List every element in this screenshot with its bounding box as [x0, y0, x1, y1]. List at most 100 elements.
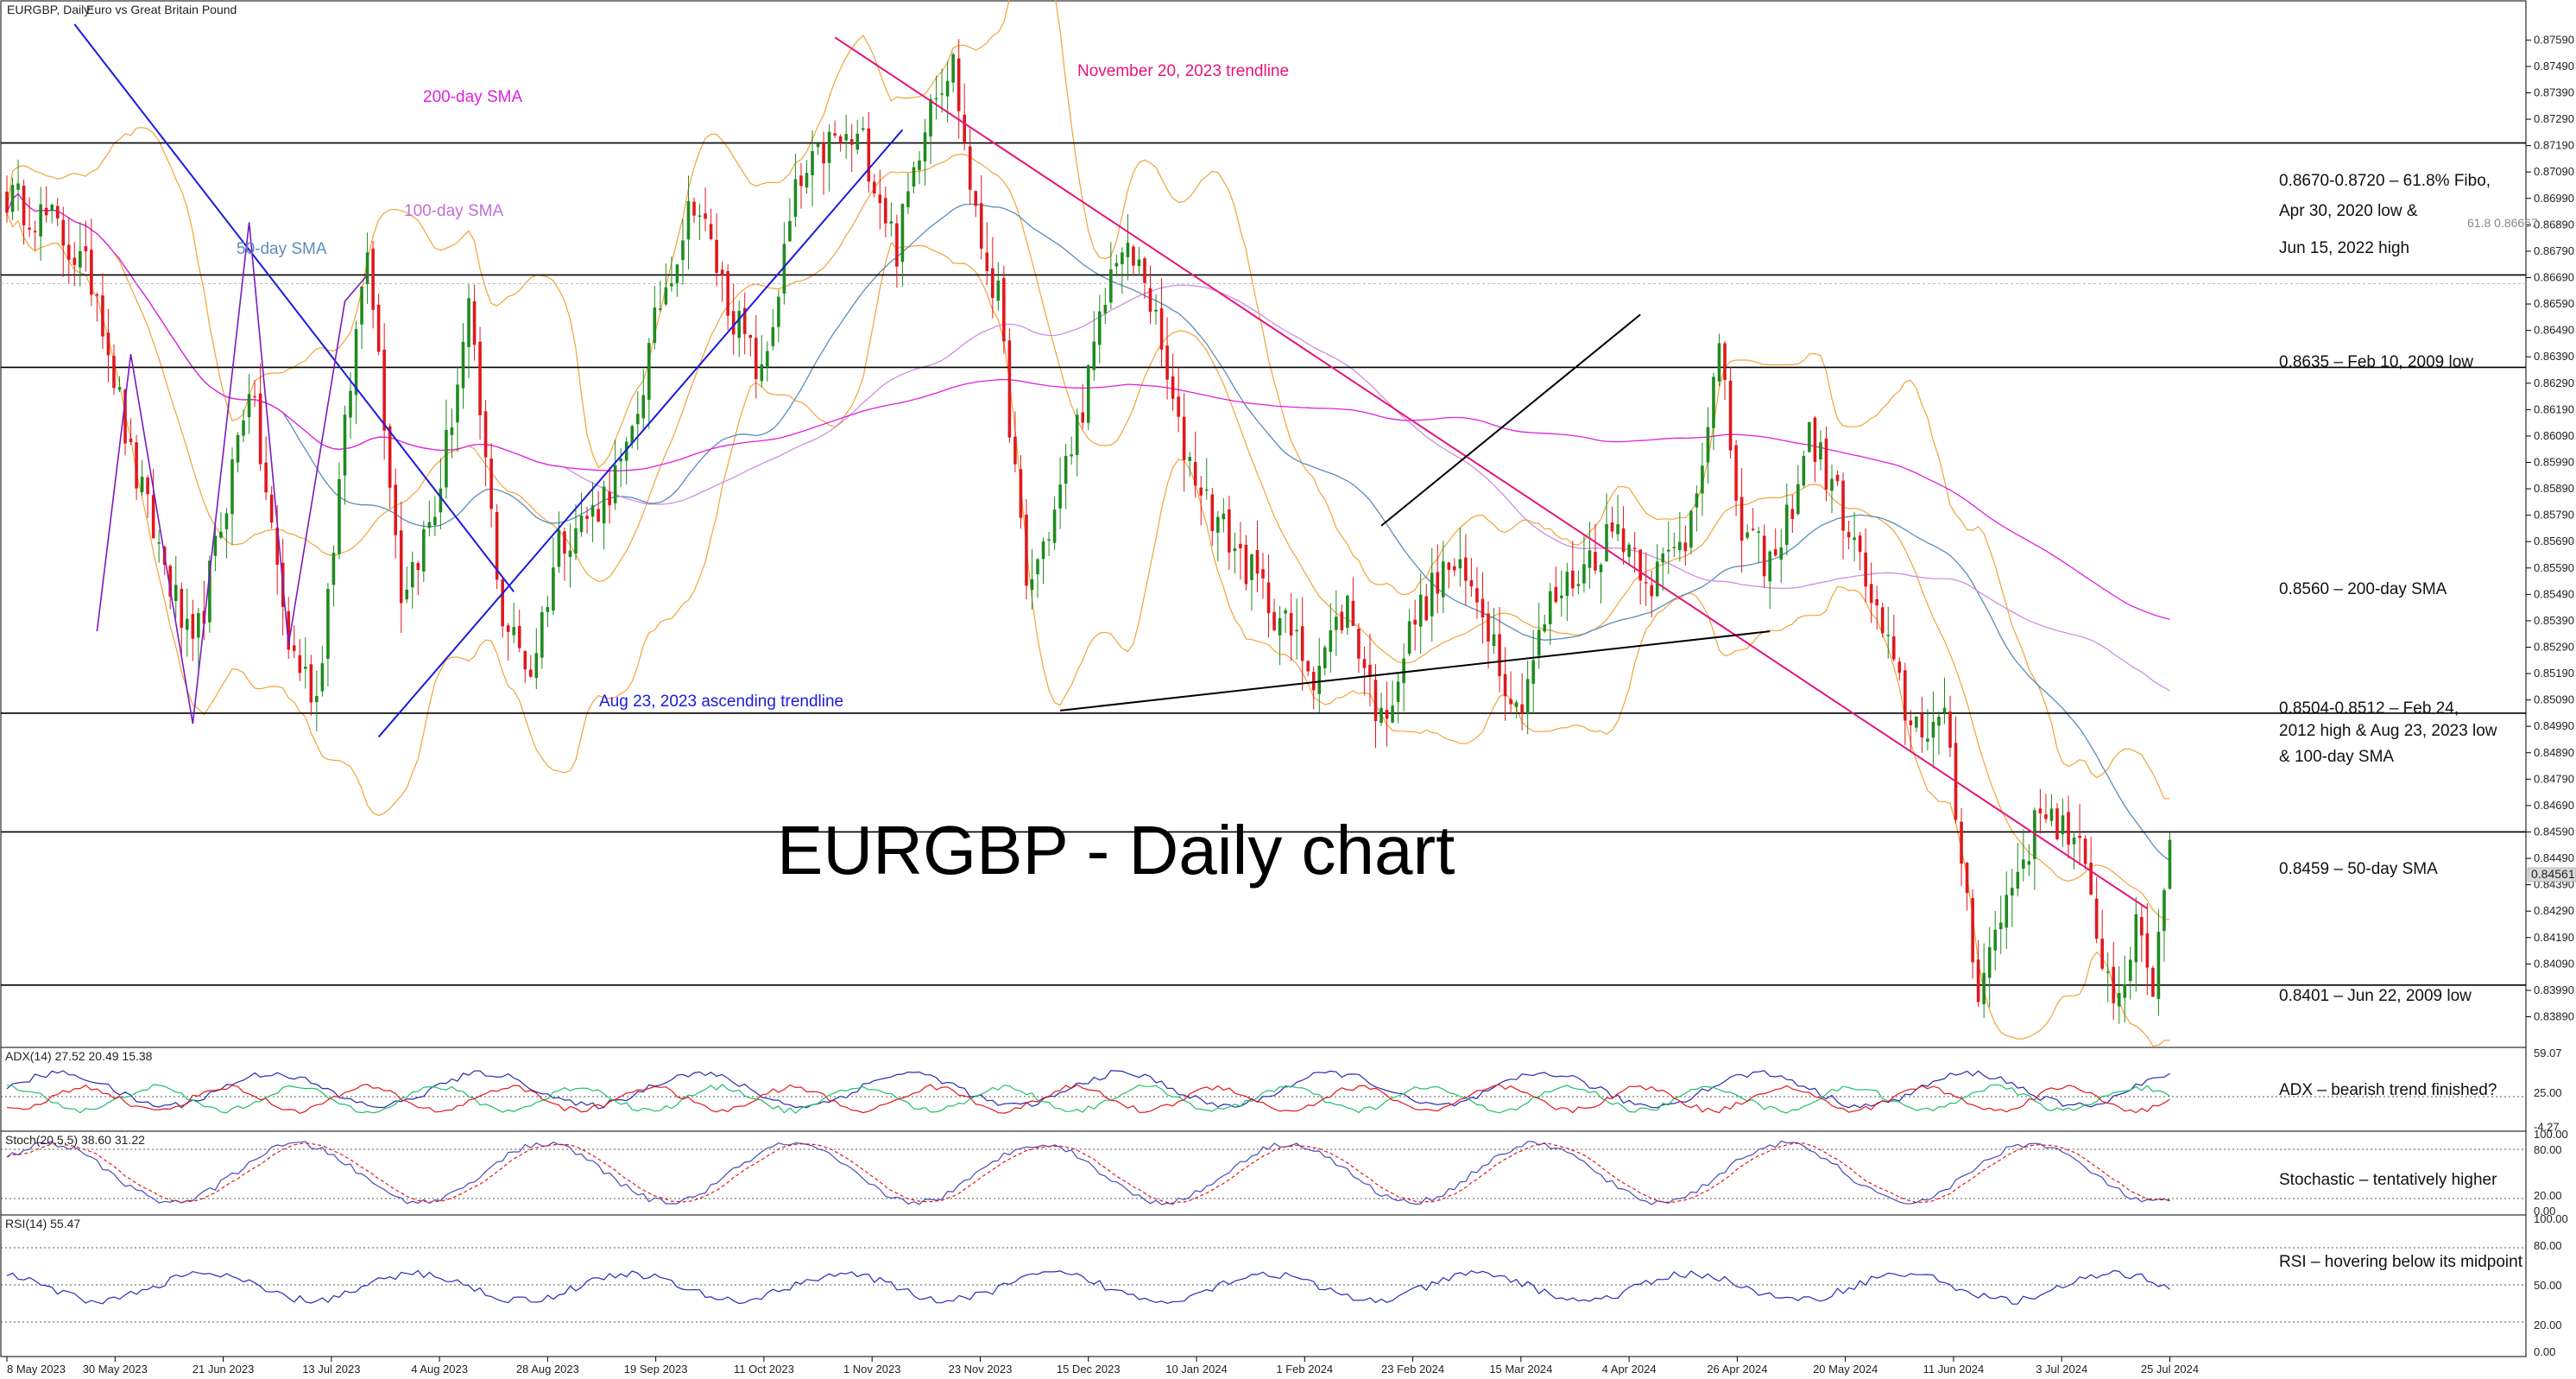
- candle-body: [529, 669, 533, 677]
- candle-body: [146, 478, 149, 495]
- candle-body: [506, 625, 510, 632]
- candle-body: [1739, 497, 1744, 541]
- candle-body: [2151, 967, 2155, 997]
- candle-body: [1278, 617, 1282, 636]
- candle-body: [1469, 579, 1474, 587]
- candle-body: [275, 528, 279, 565]
- candle-body: [461, 341, 465, 389]
- candle-body: [602, 486, 606, 524]
- candle-body: [523, 650, 527, 670]
- candle-body: [2089, 863, 2093, 895]
- candle-body: [1380, 707, 1383, 724]
- candle-body: [371, 248, 375, 310]
- candle-body: [1813, 417, 1817, 462]
- candle-body: [900, 203, 905, 263]
- candle-body: [1233, 548, 1237, 552]
- candle-body: [360, 286, 363, 325]
- candle-body: [1188, 457, 1191, 461]
- candle-body: [123, 389, 127, 444]
- rsi-tick-label: 80.00: [2534, 1239, 2562, 1252]
- candle-body: [1013, 436, 1017, 465]
- adx-note: ADX – bearish trend finished?: [2279, 1081, 2497, 1099]
- candle-body: [1627, 544, 1631, 557]
- candle-body: [923, 132, 927, 161]
- candle-body: [253, 395, 256, 398]
- candle-body: [1121, 252, 1124, 264]
- adx-tick-label: 25.00: [2534, 1086, 2562, 1099]
- candle-body: [2005, 895, 2009, 928]
- candle-body: [2078, 835, 2081, 838]
- candle-body: [1819, 442, 1822, 460]
- candle-body: [849, 139, 854, 145]
- nov-trendline-label: November 20, 2023 trendline: [1077, 62, 1289, 80]
- candle-body: [1746, 532, 1749, 538]
- candle-body: [1554, 586, 1558, 603]
- candle-body: [1875, 598, 1878, 606]
- price-tick-label: 0.84890: [2534, 746, 2574, 759]
- price-tick-label: 0.86690: [2534, 270, 2574, 283]
- candle-body: [2140, 917, 2144, 936]
- candle-body: [39, 204, 42, 237]
- candle-body: [1041, 541, 1045, 560]
- candle-body: [2145, 933, 2150, 968]
- candle-body: [737, 311, 742, 338]
- price-tick-label: 0.86990: [2534, 192, 2574, 205]
- candle-body: [478, 341, 482, 415]
- candle-body: [1396, 681, 1400, 702]
- candle-body: [1869, 584, 1873, 604]
- candle-body: [754, 338, 758, 380]
- candle-body: [1165, 345, 1169, 380]
- candle-body: [180, 588, 184, 628]
- candle-body: [1632, 547, 1637, 549]
- candle-body: [2049, 808, 2054, 821]
- candle-body: [1926, 738, 1929, 742]
- candle-body: [1897, 661, 1902, 674]
- candle-body: [10, 185, 15, 212]
- candle-body: [399, 530, 403, 604]
- sma100-label: 100-day SMA: [404, 202, 503, 220]
- candle-body: [191, 614, 195, 639]
- price-tick-label: 0.86190: [2534, 402, 2574, 415]
- candle-body: [450, 427, 454, 435]
- candle-body: [1081, 412, 1085, 423]
- candle-body: [2156, 932, 2161, 999]
- candle-body: [1847, 532, 1851, 538]
- candle-body: [698, 215, 702, 218]
- candle-body: [512, 627, 516, 636]
- candle-body: [704, 213, 707, 219]
- candle-body: [309, 664, 313, 703]
- candle-body: [1650, 585, 1653, 597]
- candle-body: [1402, 658, 1405, 684]
- candle-body: [1346, 595, 1349, 629]
- candle-body: [1666, 549, 1670, 552]
- candle-body: [1571, 570, 1575, 589]
- candle-body: [1971, 898, 1974, 963]
- price-tick-label: 0.85690: [2534, 535, 2574, 547]
- candle-body: [1880, 607, 1885, 634]
- price-tick-label: 0.86590: [2534, 297, 2574, 310]
- candle-body: [2055, 808, 2059, 839]
- candle-body: [416, 563, 420, 571]
- candle-body: [1582, 564, 1586, 584]
- candle-body: [1441, 561, 1445, 598]
- candle-body: [816, 143, 820, 148]
- candle-body: [2061, 815, 2065, 835]
- date-tick-label: 23 Feb 2024: [1381, 1363, 1444, 1376]
- candle-body: [456, 384, 459, 423]
- candle-body: [2106, 971, 2110, 973]
- candle-body: [568, 550, 572, 557]
- symbol-description: Euro vs Great Britain Pound: [86, 3, 237, 16]
- candle-body: [608, 491, 611, 506]
- date-tick-label: 23 Nov 2023: [949, 1363, 1013, 1376]
- candle-body: [50, 205, 54, 212]
- candle-body: [1909, 720, 1913, 725]
- stoch-note: Stochastic – tentatively higher: [2279, 1171, 2497, 1189]
- fibo-label-2: Apr 30, 2020 low &: [2279, 202, 2418, 220]
- candle-body: [55, 206, 60, 218]
- candle-body: [726, 270, 729, 316]
- wedge-upper-line: [1380, 313, 1641, 527]
- stoch-signal-line: [6, 1142, 2170, 1205]
- candle-body: [1284, 610, 1287, 614]
- candle-body: [1058, 484, 1062, 509]
